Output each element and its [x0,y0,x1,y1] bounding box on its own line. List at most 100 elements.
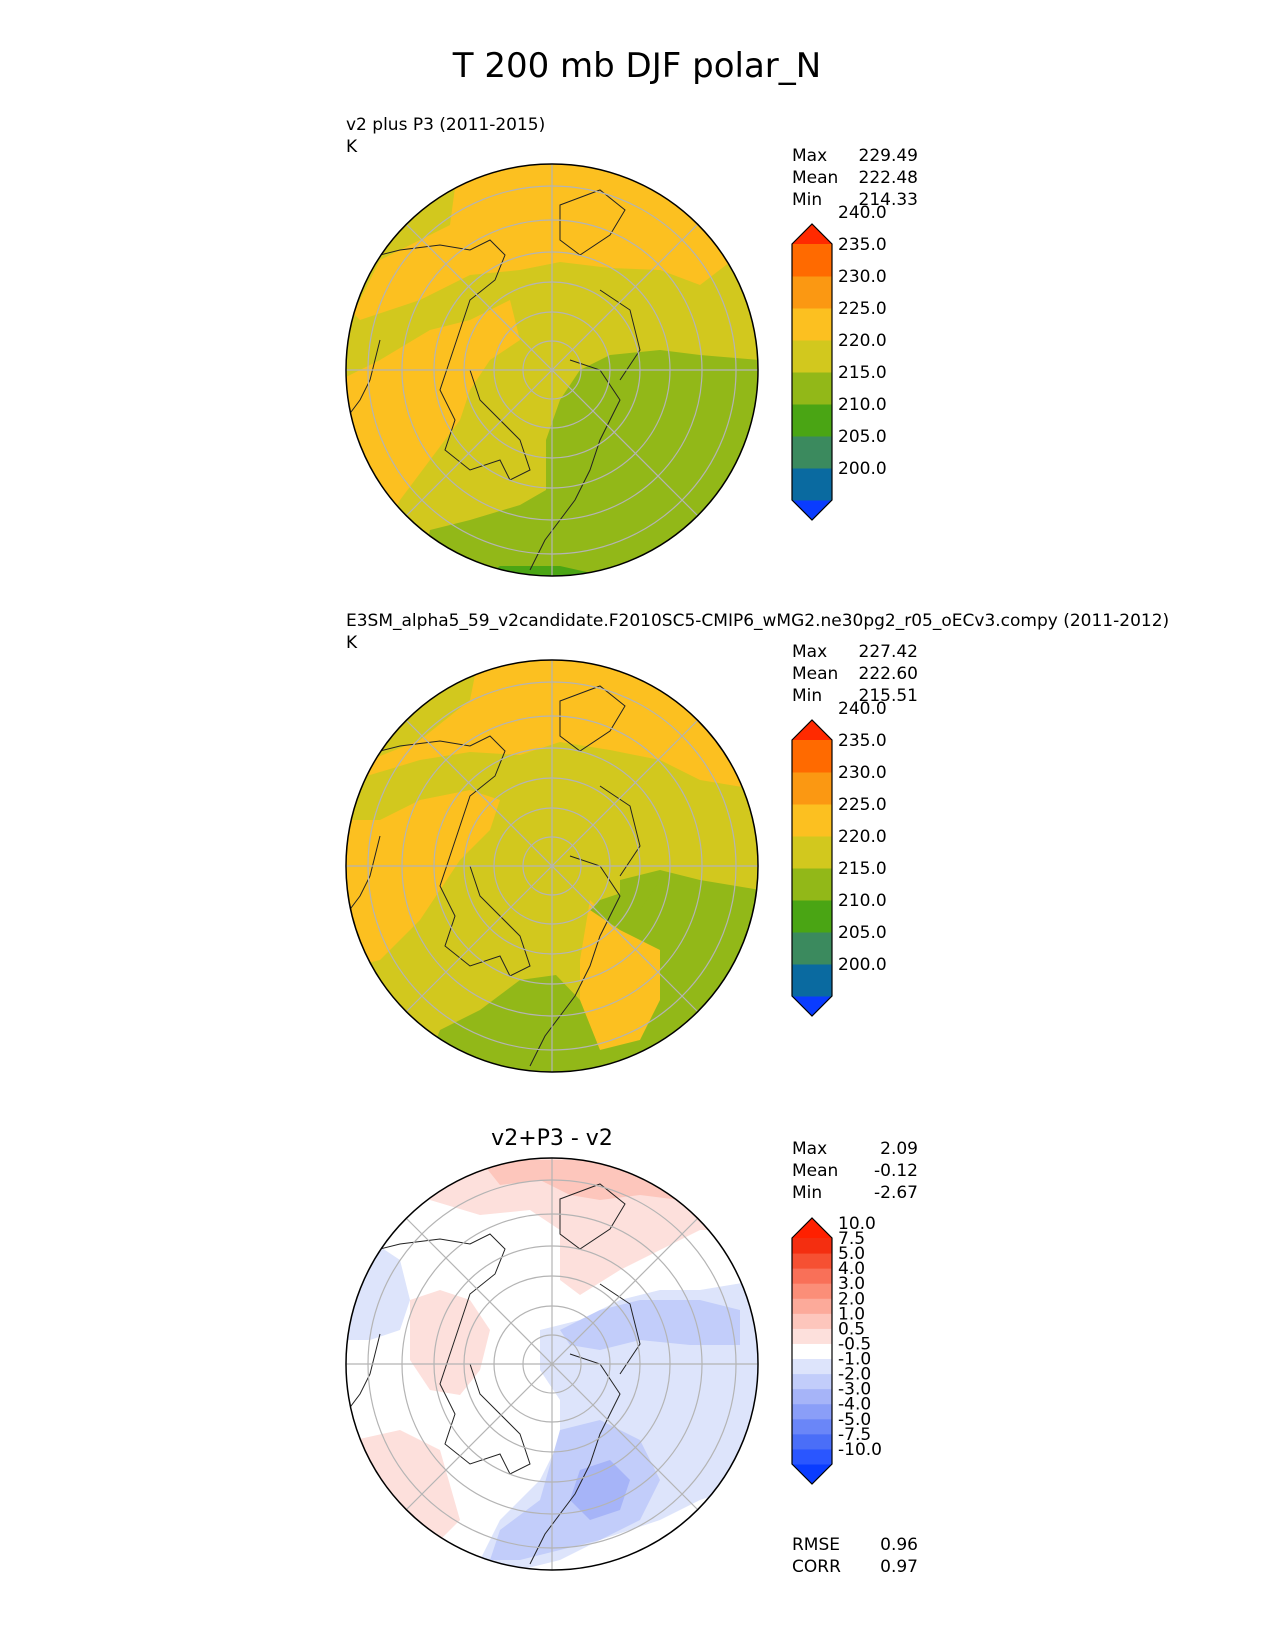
panel-3-coastline [346,1183,641,1565]
panel-1-coastline [346,189,641,571]
panel-2-region-warm [346,660,758,1000]
panel-3-colorbar-band [792,1313,832,1329]
panel-3-colorbar-tick-label: -2.0 [838,1365,871,1385]
panel-1-colorbar-tick-label: 210.0 [838,395,887,415]
panel-3-title: v2+P3 - v2 [491,1126,613,1151]
panel-2-min-value: 215.51 [859,686,918,706]
panel-1-colorbar-tick-label: 235.0 [838,235,887,255]
panel-1-colorbar-band [792,404,832,437]
panel-2-colorbar-band [792,836,832,869]
panel-1-colorbar-tick-label: 215.0 [838,363,887,383]
panel-2-map-border [345,659,759,1073]
panel-2-colorbar-band [792,804,832,837]
panel-2-colorbar-outline [791,719,833,1017]
panel-3-rmse-value: 0.96 [880,1535,918,1555]
panel-3-colorbar-band [792,1268,832,1284]
panel-3-colorbar-band [792,1328,832,1344]
panel-2-colorbar-tick-label: 205.0 [838,923,887,943]
panel-2-colorbar-tick-label: 230.0 [838,763,887,783]
panel-3-min-label: Min [792,1183,822,1203]
panel-3-colorbar-band [792,1448,832,1465]
panel-1-units: K [346,137,358,157]
panel-1-colorbar-tick-label: 220.0 [838,331,887,351]
panel-2-min-label: Min [792,686,822,706]
panel-3-map-border [345,1157,759,1571]
panel-1: v2 plus P3 (2011-2015) K Max 229.49 Mean… [345,115,918,577]
panel-3-region-neg-east-dark [560,1300,740,1350]
panel-3-colorbar-band [792,1358,832,1375]
panel-1-min-label: Min [792,190,822,210]
panel-3-colorbar-band [792,1373,832,1390]
panel-3-colorbar-tick-label: 10.0 [838,1214,876,1234]
panel-1-region-warm [346,164,758,540]
panel-3-region-pos-greenland [410,1290,490,1395]
panel-3-colorbar-tick-label: 1.0 [838,1304,865,1324]
panel-2-colorbar-ext-top [792,720,832,740]
panel-1-colorbar-band [792,244,832,277]
panel-2-colorbar-tick-label: 225.0 [838,795,887,815]
panel-3-colorbar: -10.0-7.5-5.0-4.0-3.0-2.0-1.0-0.50.51.02… [791,1214,882,1485]
panel-2-mean-value: 222.60 [859,664,918,684]
panel-1-colorbar-band [792,276,832,309]
panel-1-colorbar-band [792,340,832,373]
panel-3-colorbar-band [792,1418,832,1435]
panel-3-colorbar-band [792,1388,832,1405]
panel-1-min-value: 214.33 [859,190,918,210]
panel-3-mean-value: -0.12 [874,1161,918,1181]
panel-3-corr-label: CORR [792,1557,841,1577]
panel-1-map-border [345,163,759,577]
panel-1-colorbar-tick-label: 230.0 [838,267,887,287]
panel-3-colorbar-tick-label: -7.5 [838,1425,871,1445]
panel-3-colorbar-band [792,1283,832,1299]
panel-2-region-cool [420,870,758,1072]
panel-1-colorbar-tick-label: 225.0 [838,299,887,319]
panel-2-colorbar-band [792,868,832,901]
panel-3-colorbar-tick-label: -1.0 [838,1350,871,1370]
panel-3-max-value: 2.09 [880,1139,918,1159]
panel-2-coastline [346,685,641,1067]
panel-3-colorbar-tick-label: -3.0 [838,1380,871,1400]
panel-2-colorbar-band [792,900,832,933]
panel-3-colorbar-tick-label: -10.0 [838,1440,882,1460]
panel-2-colorbar-band [792,772,832,805]
panel-3-colorbar-band [792,1433,832,1450]
panel-1-colorbar-band [792,468,832,501]
panel-2-region-warm-west [346,790,500,970]
panel-3-colorbar-band [792,1253,832,1269]
panel-2-max-value: 227.42 [859,642,918,662]
panel-2-max-label: Max [792,642,827,662]
panel-1-region-cool [546,350,758,576]
panel-3-corr-value: 0.97 [880,1557,918,1577]
panel-2-colorbar: 200.0 205.0 210.0 215.0 220.0 225.0 230.0 235.0… [791,699,887,1017]
panel-2: E3SM_alpha5_59_v2candidate.F2010SC5-CMIP… [345,611,1169,1073]
panel-2-colorbar-tick-label: 235.0 [838,731,887,751]
panel-3-colorbar-band [792,1238,832,1254]
panel-3-colorbar-band [792,1298,832,1314]
panel-2-grid [346,660,758,1072]
panel-2-colorbar-band [792,932,832,965]
panel-1-colorbar-band [792,436,832,469]
panel-3-colorbar-tick-label: 5.0 [838,1244,865,1264]
panel-2-colorbar-tick-label: 215.0 [838,859,887,879]
panel-1-mean-label: Mean [792,168,838,188]
panel-1-region-warm-west [346,300,520,540]
panel-1-region-colder [480,566,600,576]
panel-1-colorbar-tick-label: 200.0 [838,459,887,479]
panel-2-colorbar-band [792,740,832,773]
panel-1-colorbar-tick-label: 240.0 [838,203,887,223]
panel-3-max-label: Max [792,1139,827,1159]
panel-3-min-value: -2.67 [874,1183,918,1203]
panel-3-colorbar-tick-label: -5.0 [838,1410,871,1430]
panel-2-map [346,660,758,1072]
panel-1-colorbar-outline [791,223,833,521]
panel-2-model-label: E3SM_alpha5_59_v2candidate.F2010SC5-CMIP… [346,611,1169,631]
panel-2-colorbar-tick-label: 210.0 [838,891,887,911]
panel-2-mean-label: Mean [792,664,838,684]
panel-2-colorbar-tick-label: 240.0 [838,699,887,719]
panel-2-colorbar-ext-bottom [792,996,832,1016]
panel-2-colorbar-tick-label: 220.0 [838,827,887,847]
panel-1-colorbar-band [792,308,832,341]
panel-2-units: K [346,633,358,653]
panel-1-grid [346,164,758,576]
